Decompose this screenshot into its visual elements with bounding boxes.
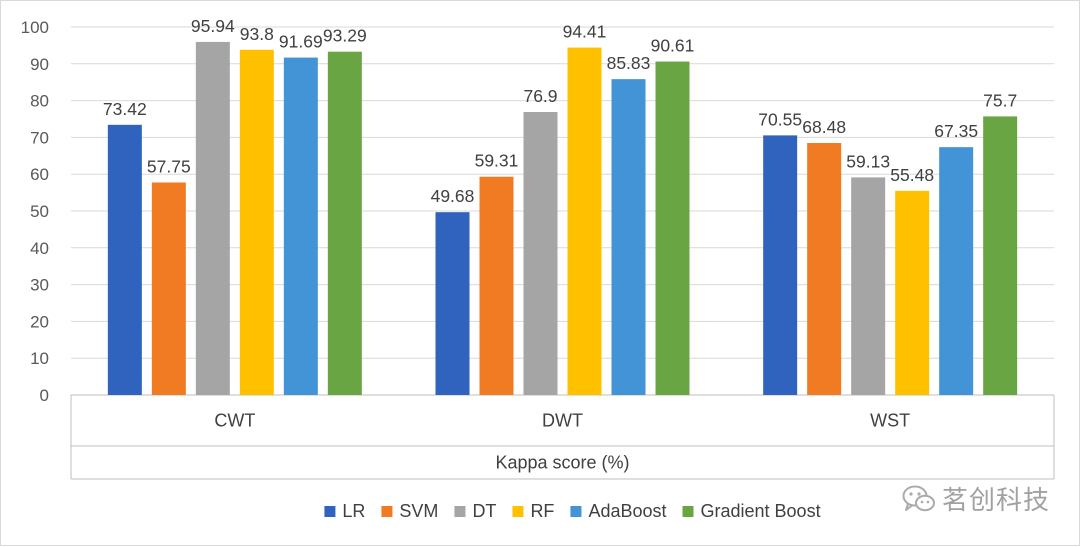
legend-label: AdaBoost — [588, 501, 666, 521]
data-label: 68.48 — [802, 117, 846, 137]
data-label: 59.13 — [846, 151, 890, 171]
data-label: 49.68 — [431, 186, 475, 206]
bar-lr-wst — [763, 135, 798, 395]
y-tick-label: 70 — [30, 128, 49, 147]
bar-adaboost-dwt — [611, 79, 646, 395]
y-tick-label: 10 — [30, 349, 49, 368]
data-label: 95.94 — [191, 16, 235, 36]
data-label: 70.55 — [758, 109, 802, 129]
legend-swatch — [512, 506, 524, 517]
bar-dt-dwt — [523, 112, 558, 396]
data-label: 85.83 — [607, 53, 651, 73]
category-label: WST — [870, 411, 910, 431]
legend-label: RF — [530, 501, 554, 521]
watermark-text: 茗创科技 — [942, 486, 1051, 516]
x-axis-title: Kappa score (%) — [495, 453, 629, 473]
y-tick-label: 100 — [21, 18, 49, 37]
data-label: 73.42 — [103, 99, 147, 119]
legend-label: LR — [342, 501, 365, 521]
bar-dt-wst — [851, 177, 886, 395]
y-tick-label: 30 — [30, 276, 49, 295]
y-tick-label: 60 — [30, 165, 49, 184]
bar-rf-cwt — [239, 49, 274, 395]
data-label: 75.7 — [983, 90, 1017, 110]
category-label: DWT — [542, 411, 583, 431]
legend-swatch — [381, 506, 393, 517]
bar-lr-cwt — [107, 124, 142, 396]
y-tick-label: 90 — [30, 55, 49, 74]
data-label: 93.29 — [323, 26, 367, 46]
legend-swatch — [454, 506, 466, 517]
data-label: 93.8 — [240, 24, 274, 44]
wechat-icon — [902, 485, 935, 511]
y-tick-label: 20 — [30, 312, 49, 331]
legend-label: SVM — [399, 501, 438, 521]
y-tick-label: 40 — [30, 239, 49, 258]
legend-swatch — [570, 506, 582, 517]
watermark: 茗创科技 — [902, 480, 1050, 517]
data-label: 59.31 — [475, 151, 519, 171]
legend-swatch — [682, 506, 694, 517]
bar-lr-dwt — [435, 212, 470, 395]
bar-adaboost-cwt — [283, 57, 318, 395]
data-label: 91.69 — [279, 32, 323, 52]
bar-svm-dwt — [479, 176, 514, 395]
legend-swatch — [324, 506, 336, 517]
data-label: 67.35 — [934, 121, 978, 141]
y-tick-label: 50 — [30, 202, 49, 221]
data-label: 57.75 — [147, 156, 191, 176]
category-label: CWT — [214, 411, 255, 431]
bar-adaboost-wst — [939, 147, 974, 395]
data-label: 94.41 — [563, 22, 607, 42]
data-label: 76.9 — [523, 86, 557, 106]
data-label: 55.48 — [890, 165, 934, 185]
bar-dt-cwt — [195, 41, 230, 396]
bar-svm-cwt — [151, 182, 186, 395]
bar-rf-dwt — [567, 47, 602, 396]
bar-rf-wst — [895, 190, 930, 395]
bar-gradient-boost-cwt — [327, 51, 362, 395]
y-tick-label: 80 — [30, 92, 49, 111]
bar-gradient-boost-wst — [983, 116, 1018, 395]
legend-label: DT — [472, 501, 496, 521]
legend-label: Gradient Boost — [701, 501, 821, 521]
data-label: 90.61 — [651, 36, 695, 56]
y-tick-label: 0 — [40, 386, 49, 405]
bar-gradient-boost-dwt — [655, 61, 690, 395]
bar-svm-wst — [807, 142, 842, 395]
